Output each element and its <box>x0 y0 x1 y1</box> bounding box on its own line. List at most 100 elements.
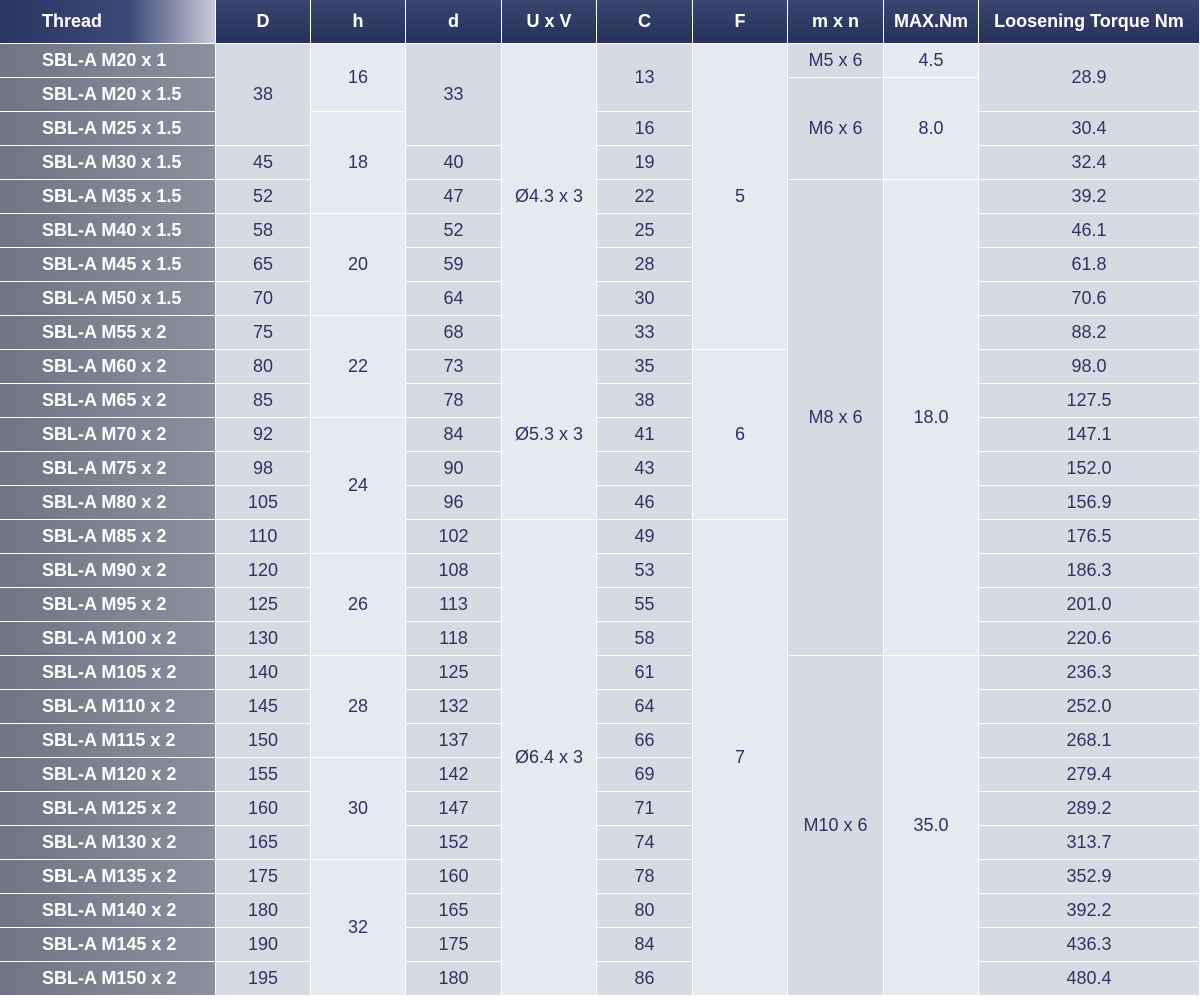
value-cell: 24 <box>311 418 406 554</box>
header-cell: F <box>693 0 788 44</box>
value-cell: 147 <box>406 792 502 826</box>
value-cell: 132 <box>406 690 502 724</box>
value-cell: M6 x 6 <box>788 78 884 180</box>
value-cell: 195 <box>216 962 311 996</box>
value-cell: 165 <box>406 894 502 928</box>
header-cell: Loosening Torque Nm <box>979 0 1200 44</box>
value-cell: 84 <box>406 418 502 452</box>
value-cell: 147.1 <box>979 418 1200 452</box>
thread-cell: SBL-A M110 x 2 <box>0 690 216 724</box>
value-cell: 16 <box>311 44 406 112</box>
value-cell: 69 <box>597 758 693 792</box>
thread-cell: SBL-A M25 x 1.5 <box>0 112 216 146</box>
value-cell: 392.2 <box>979 894 1200 928</box>
value-cell: 53 <box>597 554 693 588</box>
value-cell: 186.3 <box>979 554 1200 588</box>
value-cell: 52 <box>216 180 311 214</box>
value-cell: 33 <box>597 316 693 350</box>
value-cell: 78 <box>406 384 502 418</box>
value-cell: 8.0 <box>884 78 979 180</box>
header-cell: D <box>216 0 311 44</box>
value-cell: 28 <box>597 248 693 282</box>
value-cell: Ø4.3 x 3 <box>502 44 597 350</box>
value-cell: 125 <box>216 588 311 622</box>
thread-cell: SBL-A M90 x 2 <box>0 554 216 588</box>
value-cell: 32.4 <box>979 146 1200 180</box>
value-cell: 236.3 <box>979 656 1200 690</box>
value-cell: 220.6 <box>979 622 1200 656</box>
value-cell: 105 <box>216 486 311 520</box>
value-cell: 180 <box>216 894 311 928</box>
thread-cell: SBL-A M85 x 2 <box>0 520 216 554</box>
value-cell: 75 <box>216 316 311 350</box>
thread-cell: SBL-A M75 x 2 <box>0 452 216 486</box>
value-cell: 40 <box>406 146 502 180</box>
thread-cell: SBL-A M150 x 2 <box>0 962 216 996</box>
value-cell: 46 <box>597 486 693 520</box>
value-cell: M8 x 6 <box>788 180 884 656</box>
value-cell: 252.0 <box>979 690 1200 724</box>
value-cell: 38 <box>216 44 311 146</box>
value-cell: M5 x 6 <box>788 44 884 78</box>
value-cell: 71 <box>597 792 693 826</box>
value-cell: 35 <box>597 350 693 384</box>
value-cell: 18.0 <box>884 180 979 656</box>
value-cell: 61 <box>597 656 693 690</box>
value-cell: 201.0 <box>979 588 1200 622</box>
value-cell: 55 <box>597 588 693 622</box>
value-cell: 160 <box>216 792 311 826</box>
value-cell: 313.7 <box>979 826 1200 860</box>
value-cell: 73 <box>406 350 502 384</box>
thread-cell: SBL-A M65 x 2 <box>0 384 216 418</box>
value-cell: 25 <box>597 214 693 248</box>
value-cell: 80 <box>597 894 693 928</box>
value-cell: 145 <box>216 690 311 724</box>
thread-cell: SBL-A M60 x 2 <box>0 350 216 384</box>
value-cell: 130 <box>216 622 311 656</box>
value-cell: 28 <box>311 656 406 758</box>
value-cell: 120 <box>216 554 311 588</box>
value-cell: 7 <box>693 520 788 996</box>
value-cell: 102 <box>406 520 502 554</box>
value-cell: 118 <box>406 622 502 656</box>
value-cell: 155 <box>216 758 311 792</box>
value-cell: Ø5.3 x 3 <box>502 350 597 520</box>
header-cell: MAX.Nm <box>884 0 979 44</box>
value-cell: 175 <box>406 928 502 962</box>
value-cell: 125 <box>406 656 502 690</box>
value-cell: 70 <box>216 282 311 316</box>
value-cell: 41 <box>597 418 693 452</box>
value-cell: 16 <box>597 112 693 146</box>
value-cell: 61.8 <box>979 248 1200 282</box>
value-cell: 352.9 <box>979 860 1200 894</box>
value-cell: 32 <box>311 860 406 996</box>
value-cell: 6 <box>693 350 788 520</box>
thread-cell: SBL-A M120 x 2 <box>0 758 216 792</box>
value-cell: 38 <box>597 384 693 418</box>
value-cell: 28.9 <box>979 44 1200 112</box>
value-cell: 268.1 <box>979 724 1200 758</box>
value-cell: 436.3 <box>979 928 1200 962</box>
value-cell: 160 <box>406 860 502 894</box>
value-cell: 5 <box>693 44 788 350</box>
header-cell: C <box>597 0 693 44</box>
value-cell: 49 <box>597 520 693 554</box>
value-cell: 180 <box>406 962 502 996</box>
value-cell: 59 <box>406 248 502 282</box>
thread-cell: SBL-A M125 x 2 <box>0 792 216 826</box>
value-cell: 20 <box>311 214 406 316</box>
value-cell: 190 <box>216 928 311 962</box>
value-cell: 78 <box>597 860 693 894</box>
value-cell: 85 <box>216 384 311 418</box>
value-cell: 92 <box>216 418 311 452</box>
value-cell: 33 <box>406 44 502 146</box>
thread-cell: SBL-A M45 x 1.5 <box>0 248 216 282</box>
value-cell: 80 <box>216 350 311 384</box>
value-cell: 84 <box>597 928 693 962</box>
value-cell: 43 <box>597 452 693 486</box>
value-cell: 142 <box>406 758 502 792</box>
value-cell: 18 <box>311 112 406 214</box>
value-cell: 26 <box>311 554 406 656</box>
value-cell: 137 <box>406 724 502 758</box>
